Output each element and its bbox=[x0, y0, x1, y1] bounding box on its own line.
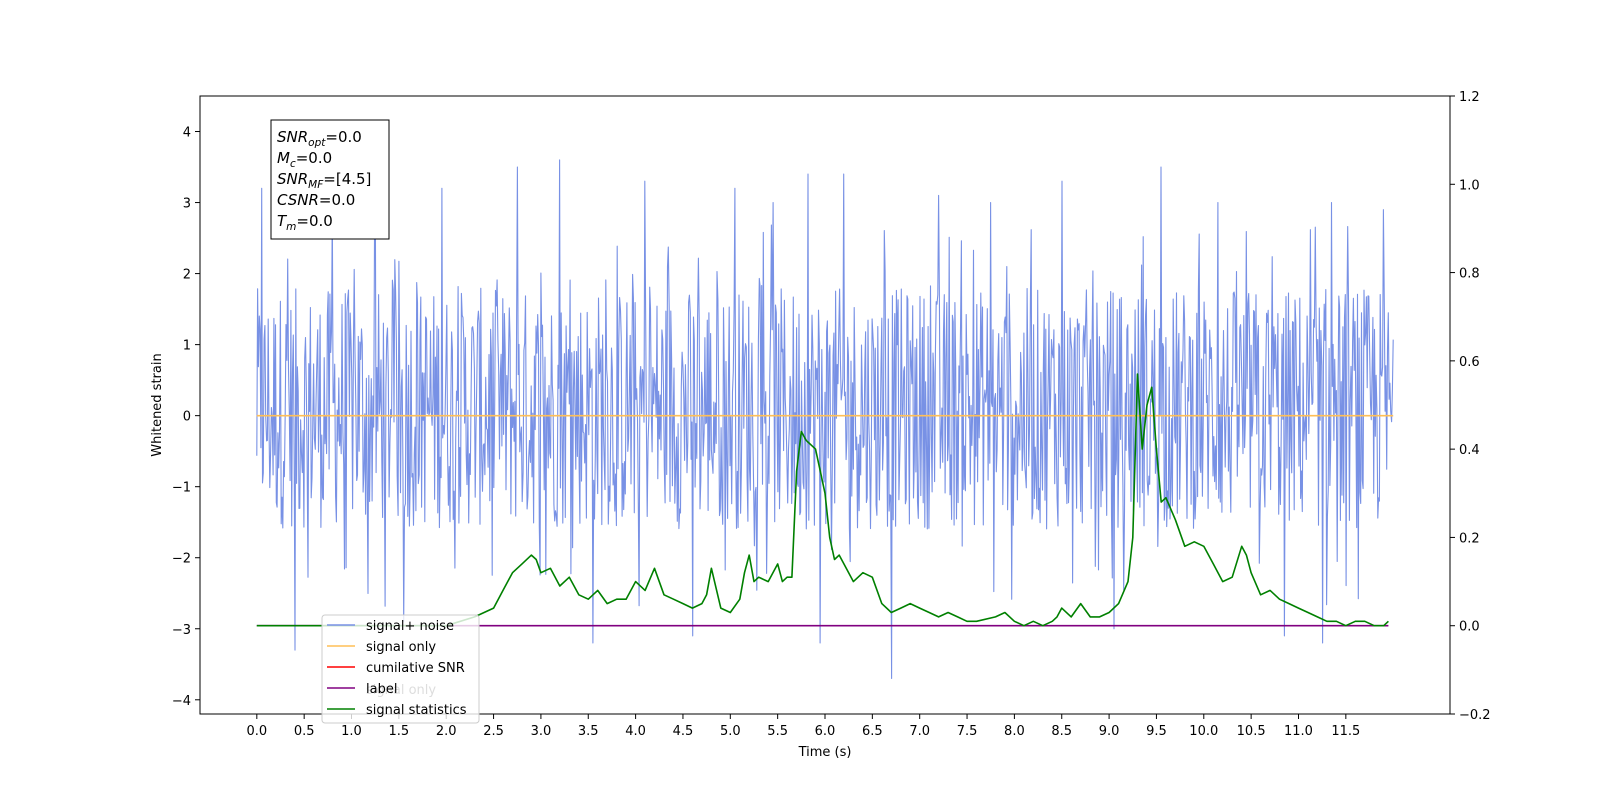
y-tick-label: 0 bbox=[183, 410, 191, 425]
annotation-value: =0.0 bbox=[319, 191, 355, 209]
annotation-frame bbox=[270, 119, 390, 240]
annotation-subscript: opt bbox=[308, 137, 326, 149]
y-tick-label: −4 bbox=[172, 694, 191, 709]
annotation-value: =0.0 bbox=[296, 149, 332, 167]
x-tick-label: 9.5 bbox=[1146, 724, 1167, 739]
y2-tick-label: 0.4 bbox=[1459, 443, 1480, 458]
y2-tick-label: 0.8 bbox=[1459, 267, 1480, 282]
annotation-symbol: SNR bbox=[277, 170, 308, 188]
annotation-line: SNRMF=[4.5] bbox=[277, 170, 371, 191]
annotation-value: =0.0 bbox=[325, 128, 361, 146]
y2-tick-label: 1.0 bbox=[1459, 178, 1480, 193]
x-tick-label: 2.5 bbox=[483, 724, 504, 739]
series-line-signal-statistics bbox=[256, 373, 1389, 627]
y2-tick-label: −0.2 bbox=[1459, 708, 1491, 723]
annotation-subscript: MF bbox=[308, 179, 324, 191]
plot-area bbox=[256, 159, 1394, 680]
x-tick-label: 8.5 bbox=[1051, 724, 1072, 739]
x-tick-label: 10.0 bbox=[1189, 724, 1218, 739]
legend-hidden-text: signal only bbox=[366, 683, 436, 698]
x-tick-label: 0.0 bbox=[246, 724, 267, 739]
x-tick-label: 5.5 bbox=[767, 724, 788, 739]
x-tick-label: 3.5 bbox=[578, 724, 599, 739]
y-axis-left: 4 3 2 1 0 −1 −2 −3 −4 bbox=[172, 126, 200, 709]
y-tick-label: −2 bbox=[172, 552, 191, 567]
y-tick-label: −3 bbox=[172, 623, 191, 638]
x-tick-label: 9.0 bbox=[1099, 724, 1120, 739]
stats-annotation-box: SNRopt=0.0Mc=0.0SNRMF=[4.5]CSNR=0.0Tm=0.… bbox=[270, 119, 390, 240]
annotation-symbol: M bbox=[277, 149, 290, 167]
legend-frame bbox=[321, 614, 480, 724]
annotation-symbol: SNR bbox=[277, 128, 308, 146]
annotation-symbol: T bbox=[277, 212, 288, 230]
x-tick-label: 6.5 bbox=[862, 724, 883, 739]
y-tick-label: 2 bbox=[183, 268, 191, 283]
x-tick-label: 7.0 bbox=[909, 724, 930, 739]
legend-label: signal+ noise bbox=[366, 619, 454, 634]
x-tick-label: 8.0 bbox=[1004, 724, 1025, 739]
x-axis-title: Time (s) bbox=[798, 745, 852, 760]
annotation-subscript: c bbox=[290, 158, 296, 170]
y2-tick-label: 0.6 bbox=[1459, 355, 1480, 370]
x-tick-label: 1.0 bbox=[341, 724, 362, 739]
annotation-line: SNRopt=0.0 bbox=[277, 128, 362, 149]
x-tick-label: 2.0 bbox=[436, 724, 457, 739]
annotation-value: =0.0 bbox=[296, 212, 332, 230]
y2-tick-label: 0.2 bbox=[1459, 531, 1480, 546]
y-axis-right: 1.2 1.0 0.8 0.6 0.4 0.2 0.0 −0.2 bbox=[1450, 90, 1491, 723]
x-tick-label: 11.0 bbox=[1284, 724, 1313, 739]
annotation-value: =[4.5] bbox=[323, 170, 371, 188]
y2-tick-label: 0.0 bbox=[1459, 620, 1480, 635]
x-tick-label: 10.5 bbox=[1237, 724, 1266, 739]
legend: signal only signal+ noise signal only cumil… bbox=[321, 614, 480, 724]
annotation-symbol: CSNR bbox=[277, 191, 319, 209]
legend-label: label bbox=[366, 682, 397, 697]
y2-tick-label: 1.2 bbox=[1459, 90, 1480, 105]
legend-label: cumilative SNR bbox=[366, 661, 465, 676]
x-tick-label: 7.5 bbox=[957, 724, 978, 739]
annotation-line: Tm=0.0 bbox=[277, 212, 333, 233]
x-tick-label: 6.0 bbox=[815, 724, 836, 739]
x-tick-label: 4.0 bbox=[625, 724, 646, 739]
series-line-signal-noise bbox=[256, 159, 1394, 680]
y-tick-label: 1 bbox=[183, 339, 191, 354]
x-tick-label: 5.0 bbox=[720, 724, 741, 739]
x-axis: 0.0 0.5 1.0 1.5 2.0 2.5 3.0 3.5 4.0 4.5 5.0 5.5 6.0 6… bbox=[246, 714, 1360, 739]
legend-label: signal statistics bbox=[366, 703, 467, 718]
y-tick-label: 4 bbox=[183, 126, 191, 141]
x-tick-label: 4.5 bbox=[673, 724, 694, 739]
x-tick-label: 11.5 bbox=[1331, 724, 1360, 739]
annotation-line: CSNR=0.0 bbox=[277, 191, 355, 209]
legend-label: signal only bbox=[366, 640, 436, 655]
annotation-subscript: m bbox=[286, 221, 296, 233]
x-tick-label: 1.5 bbox=[389, 724, 410, 739]
y-tick-label: −1 bbox=[172, 481, 191, 496]
annotation-line: Mc=0.0 bbox=[277, 149, 332, 170]
y-tick-label: 3 bbox=[183, 197, 191, 212]
x-tick-label: 0.5 bbox=[294, 724, 315, 739]
x-tick-label: 3.0 bbox=[531, 724, 552, 739]
y-axis-title: Whitened strain bbox=[150, 353, 165, 456]
